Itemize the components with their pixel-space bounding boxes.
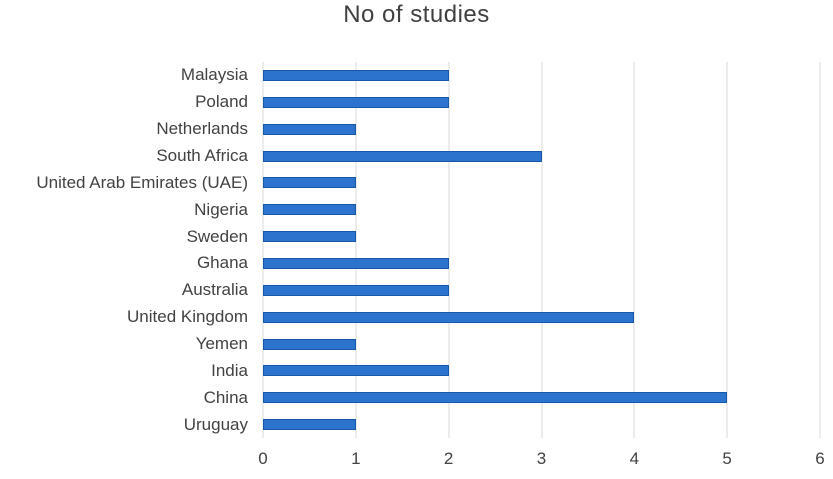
y-label-south-africa: South Africa [156,145,248,165]
gridline [726,62,728,438]
gridline [819,62,821,438]
x-tick-label: 3 [536,449,547,468]
plot-area [262,62,821,438]
y-label-uruguay: Uruguay [183,414,248,434]
y-label-united-kingdom: United Kingdom [127,307,248,327]
x-tick-label: 0 [258,449,268,468]
bar-malaysia [263,69,449,81]
x-axis-labels: 0 1 2 3 4 5 6 [258,449,824,471]
bar-poland [263,96,449,108]
y-label-ghana: Ghana [196,253,248,273]
y-label-india: India [211,360,248,380]
x-tick-label: 1 [351,449,361,468]
bar-ghana [263,257,449,269]
y-label-united-arab-emirates-uae: United Arab Emirates (UAE) [36,172,248,192]
bar-nigeria [263,204,356,216]
bar-united-arab-emirates-uae [263,177,356,189]
y-label-sweden: Sweden [186,226,248,246]
gridline [541,62,542,438]
gridline [448,62,450,438]
x-tick-label: 4 [629,449,640,468]
chart-title: No of studies [343,1,490,28]
bar-australia [263,284,449,296]
gridline [262,62,264,438]
bar-sweden [263,231,356,243]
y-label-netherlands: Netherlands [156,119,248,139]
x-tick-label: 6 [815,449,825,468]
gridline [633,62,635,438]
x-tick-label: 5 [722,449,732,468]
bar-china [263,392,728,404]
y-label-poland: Poland [195,92,248,112]
y-label-yemen: Yemen [195,333,248,353]
bar-netherlands [263,123,356,135]
bar-south-africa [263,150,542,162]
x-tick-label: 2 [443,449,454,468]
y-label-china: China [203,387,248,407]
y-label-nigeria: Nigeria [194,199,248,219]
gridline [355,62,357,438]
bar-uruguay [263,419,356,431]
y-label-australia: Australia [181,280,248,300]
y-label-malaysia: Malaysia [180,65,248,85]
bar-yemen [263,338,356,350]
y-axis-labels: Malaysia Poland Netherlands South Africa Uni… [0,62,248,438]
bar-united-kingdom [263,311,635,323]
bar-india [263,365,449,377]
